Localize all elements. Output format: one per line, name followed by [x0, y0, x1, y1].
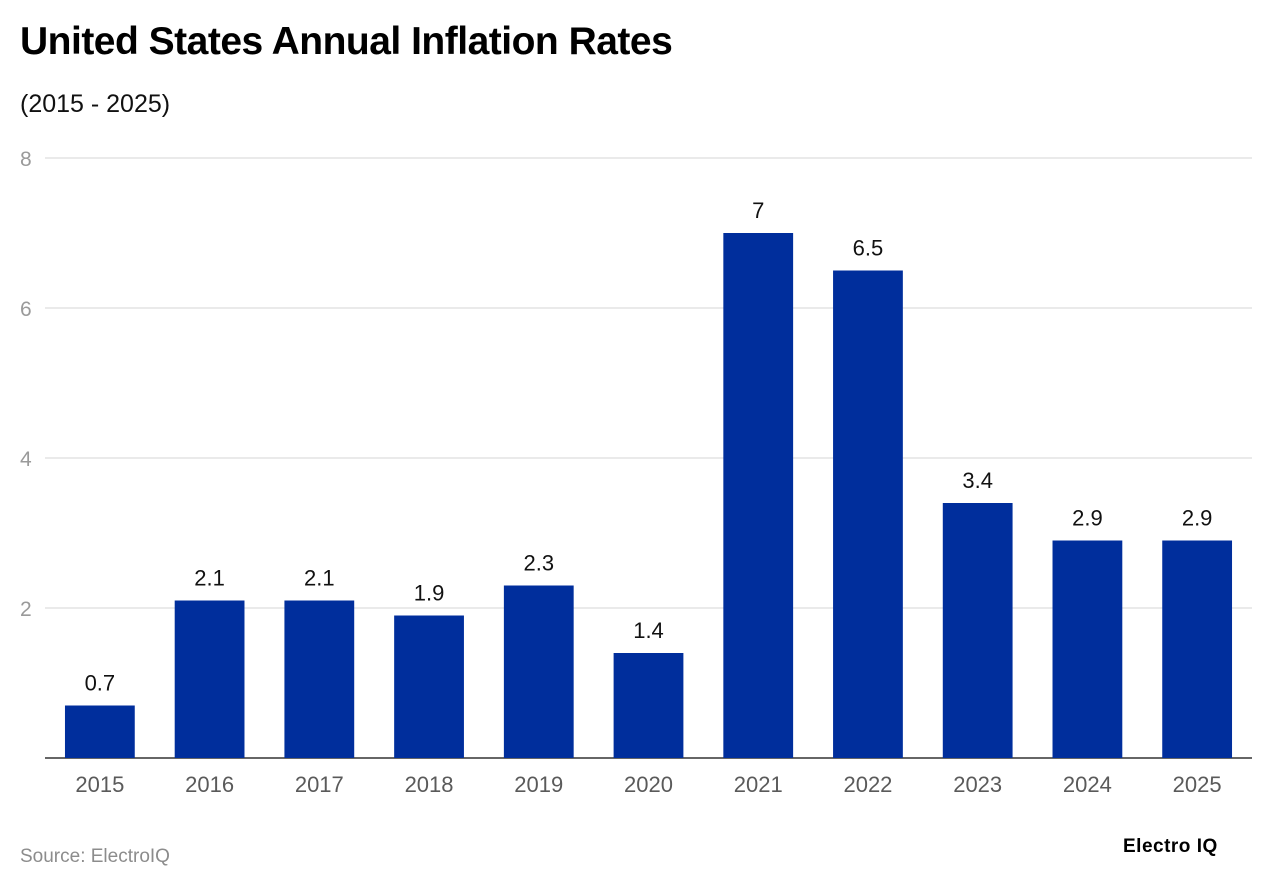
grid-lines — [45, 157, 1252, 759]
x-tick-label: 2020 — [624, 772, 673, 797]
data-labels: 0.7 2.1 2.1 1.9 2.3 1.4 7 6.5 3.4 2.9 2.9 — [85, 198, 1213, 696]
bar — [394, 615, 464, 758]
bar — [1162, 540, 1233, 758]
source-note: Source: ElectroIQ — [20, 846, 170, 867]
x-tick-label: 2016 — [185, 772, 234, 797]
x-tick-label: 2021 — [734, 772, 783, 797]
x-tick-label: 2024 — [1063, 772, 1112, 797]
y-tick-label: 6 — [20, 298, 32, 321]
x-tick-label: 2017 — [295, 772, 344, 797]
data-label: 2.9 — [1072, 506, 1103, 531]
x-tick-label: 2018 — [405, 772, 454, 797]
data-label: 3.4 — [962, 468, 993, 493]
x-tick-label: 2015 — [75, 772, 124, 797]
bar — [503, 585, 574, 758]
chart-subtitle: (2015 - 2025) — [20, 90, 171, 118]
x-tick-label: 2022 — [843, 772, 892, 797]
data-label: 6.5 — [853, 236, 884, 261]
bar — [64, 705, 135, 758]
bar — [942, 503, 1013, 758]
bar — [1052, 540, 1123, 758]
data-label: 2.1 — [194, 566, 225, 591]
data-label: 1.9 — [414, 581, 445, 606]
x-axis-ticks: 2015 2016 2017 2018 2019 2020 2021 2022 2023 2024… — [75, 772, 1221, 797]
bar — [284, 600, 355, 758]
data-label: 2.1 — [304, 566, 335, 591]
bars — [64, 233, 1233, 758]
bar — [723, 233, 794, 758]
x-tick-label: 2019 — [514, 772, 563, 797]
chart-title: United States Annual Inflation Rates — [20, 20, 673, 63]
y-tick-label: 4 — [20, 448, 32, 471]
y-tick-label: 8 — [20, 148, 32, 171]
data-label: 0.7 — [85, 671, 116, 696]
bar — [833, 270, 903, 758]
brand-logo: Electro IQ — [1123, 836, 1218, 857]
bar — [174, 600, 245, 758]
x-tick-label: 2025 — [1173, 772, 1222, 797]
y-axis-ticks: 2 4 6 8 — [20, 148, 32, 621]
data-label: 7 — [752, 198, 764, 223]
bar — [613, 653, 684, 758]
data-label: 2.9 — [1182, 506, 1213, 531]
y-tick-label: 2 — [20, 598, 32, 621]
data-label: 2.3 — [523, 551, 554, 576]
data-label: 1.4 — [633, 618, 664, 643]
x-tick-label: 2023 — [953, 772, 1002, 797]
